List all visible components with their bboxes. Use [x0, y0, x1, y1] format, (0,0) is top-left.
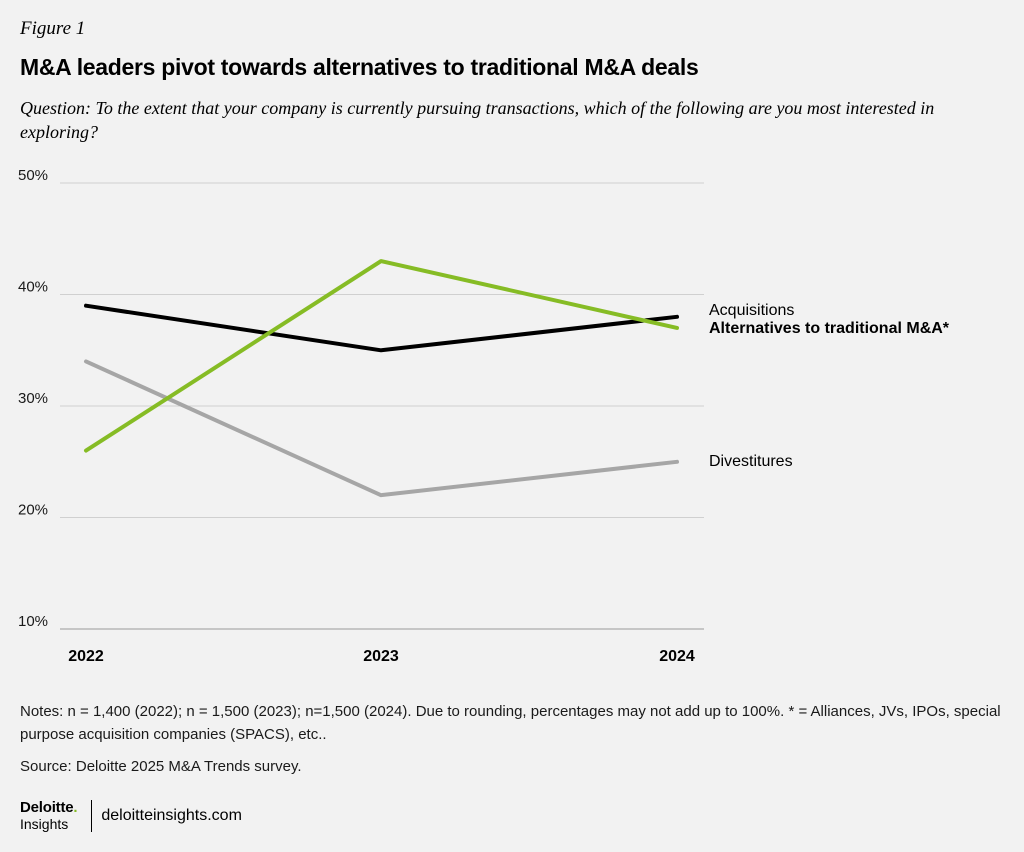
logo-name-line: Deloitte. — [20, 799, 78, 816]
chart-notes: Notes: n = 1,400 (2022); n = 1,500 (2023… — [20, 703, 1001, 743]
y-tick-label: 40% — [18, 279, 48, 296]
line-chart: 10% 20% 30% 40% 50% 2022 2023 2024 Divestitures A… — [18, 167, 950, 665]
y-tick-label: 20% — [18, 502, 48, 519]
y-tick-label: 30% — [18, 390, 48, 407]
chart-source: Source: Deloitte 2025 M&A Trends survey. — [20, 758, 302, 775]
site-link[interactable]: deloitteinsights.com — [101, 807, 242, 824]
series-line-alternatives-to-traditional-m-a — [84, 259, 679, 453]
series-label: Acquisitions — [709, 302, 794, 319]
x-tick-label: 2022 — [68, 648, 104, 665]
deloitte-insights-logo: Deloitte. Insights — [20, 799, 78, 833]
brand-footer: Deloitte. Insights deloitteinsights.com — [20, 800, 242, 832]
series-label: Alternatives to traditional M&A* — [709, 320, 950, 337]
x-tick-label: 2023 — [363, 648, 399, 665]
chart-question: Question: To the extent that your compan… — [20, 98, 935, 142]
logo-dot: . — [73, 799, 78, 816]
x-tick-label: 2024 — [659, 648, 695, 665]
series-label: Divestitures — [709, 453, 793, 470]
logo-name: Deloitte — [20, 799, 74, 816]
series-line-acquisitions — [84, 303, 679, 353]
figure-label: Figure 1 — [20, 18, 86, 39]
chart-title: M&A leaders pivot towards alternatives t… — [20, 54, 699, 80]
series-line-divestitures — [84, 359, 679, 498]
logo-sub: Insights — [20, 816, 69, 832]
y-tick-label: 10% — [18, 613, 48, 630]
brand-divider — [91, 800, 93, 832]
y-tick-label: 50% — [18, 167, 48, 184]
